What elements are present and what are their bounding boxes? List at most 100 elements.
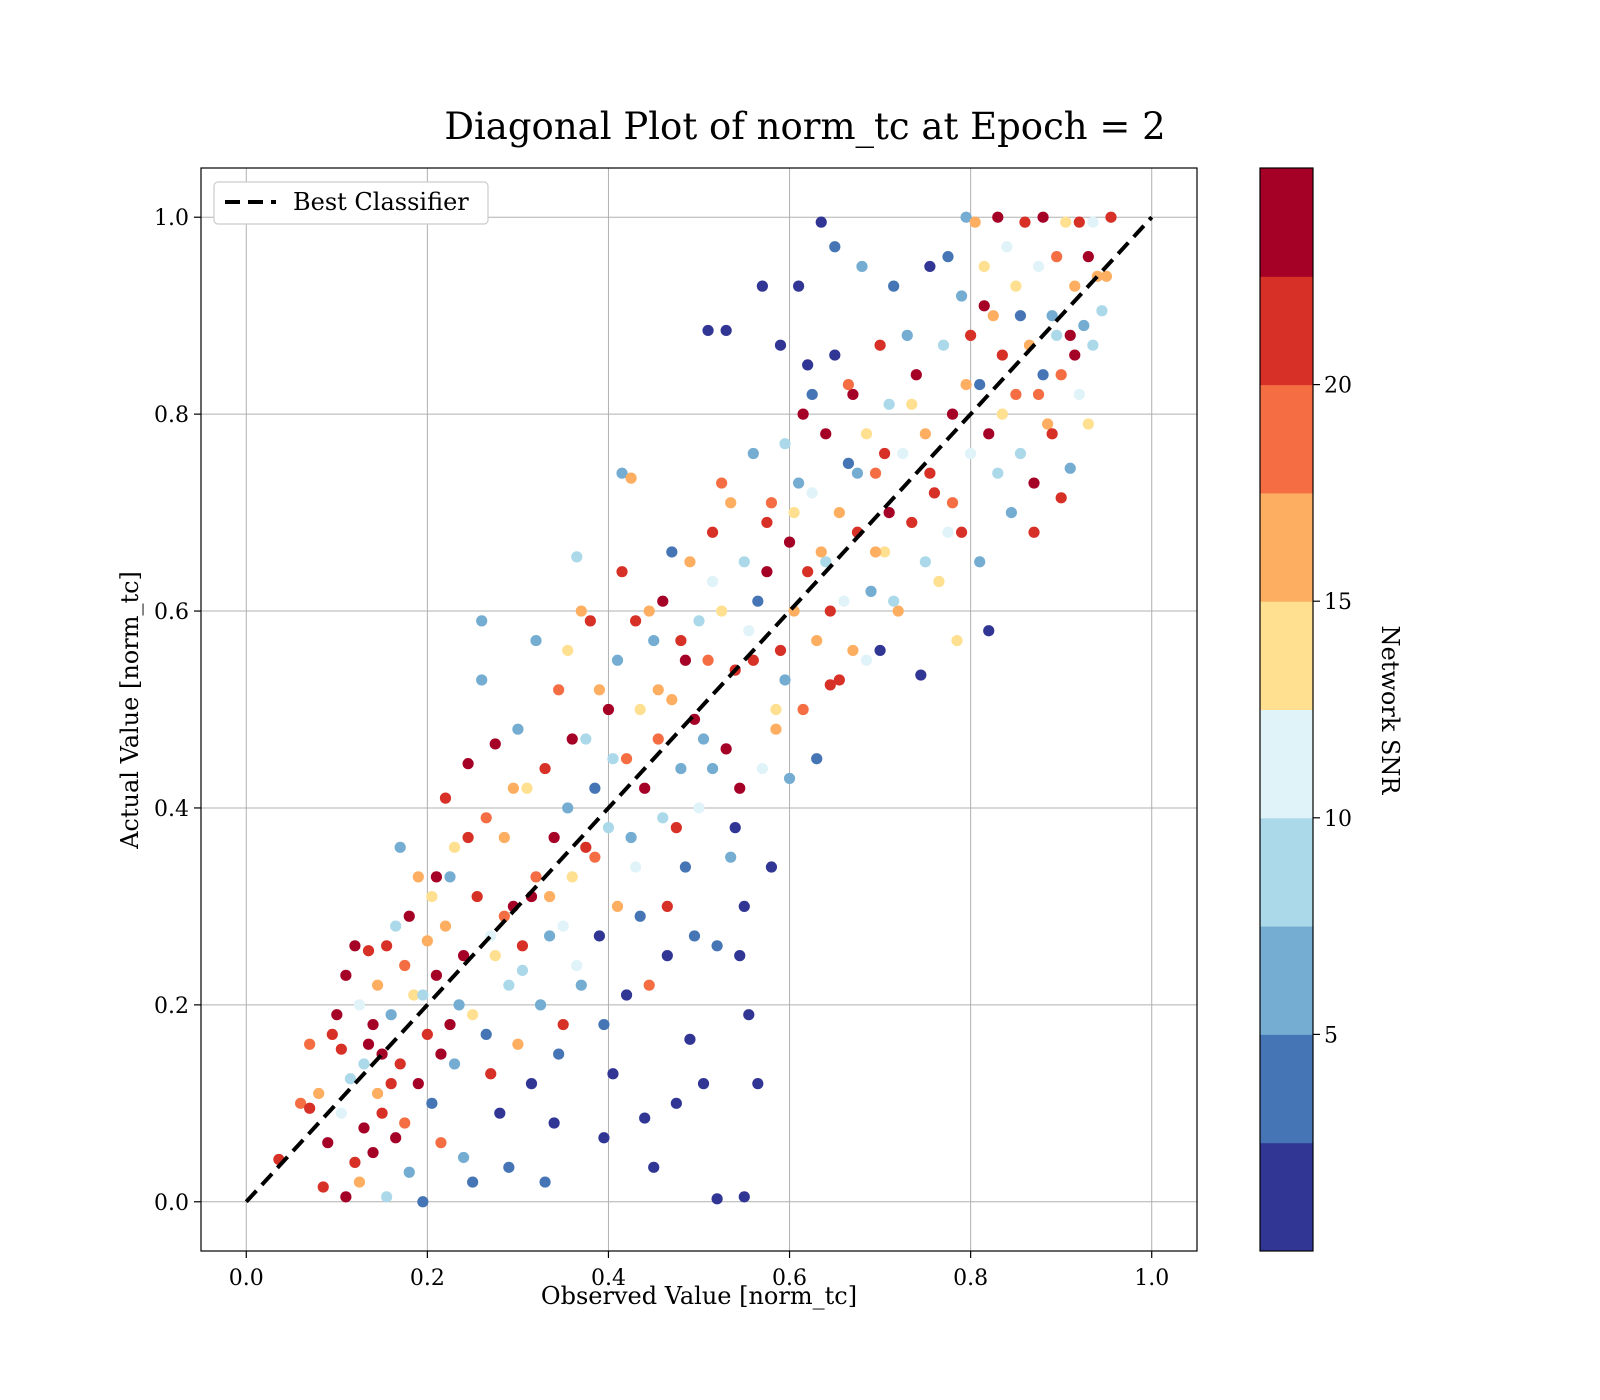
data-point	[412, 871, 424, 883]
data-point	[702, 654, 714, 666]
data-point	[534, 999, 547, 1011]
colorbar-tick-label: 20	[1324, 374, 1352, 399]
data-point	[869, 467, 882, 479]
colorbar-segment	[1260, 276, 1313, 386]
data-point	[670, 822, 682, 834]
data-point	[371, 979, 384, 991]
data-point	[1028, 477, 1040, 489]
data-point	[1082, 418, 1094, 430]
data-point	[779, 438, 791, 450]
data-point	[847, 388, 859, 401]
data-point	[883, 506, 895, 519]
data-point	[462, 831, 474, 844]
data-point	[390, 920, 402, 932]
data-point	[1051, 251, 1063, 263]
data-point	[480, 1028, 492, 1040]
data-point	[693, 802, 705, 814]
data-point	[634, 703, 646, 716]
data-point	[879, 447, 891, 460]
data-point	[770, 703, 782, 716]
colorbar-segment	[1260, 817, 1313, 927]
data-point	[702, 324, 714, 337]
data-point	[747, 654, 759, 666]
data-point	[992, 467, 1004, 479]
data-point	[729, 822, 741, 834]
data-point	[969, 216, 981, 228]
data-point	[430, 969, 443, 981]
data-point	[385, 1078, 397, 1090]
data-point	[313, 1087, 325, 1100]
data-point	[706, 575, 719, 588]
data-point	[575, 605, 587, 617]
data-point	[340, 1191, 352, 1203]
data-point	[666, 546, 678, 558]
data-point	[1055, 492, 1067, 504]
y-tick-label: 0.4	[154, 797, 189, 822]
data-point	[1069, 280, 1081, 292]
colorbar-segment	[1260, 384, 1313, 494]
data-point	[919, 428, 931, 440]
data-point	[620, 989, 633, 1001]
data-point	[919, 556, 931, 568]
data-point	[557, 1018, 569, 1031]
data-point	[390, 1132, 402, 1144]
data-point	[815, 546, 827, 558]
data-point	[847, 644, 859, 657]
axis-ticks: 0.0 0.2 0.4 0.6 0.8 1.0 0.0 0.2 0.4 0.6 0.8 1.0	[154, 206, 1169, 1291]
data-point	[435, 1048, 447, 1060]
data-point	[399, 1117, 411, 1129]
data-point	[630, 615, 642, 627]
colorbar-label: Network SNR	[1376, 626, 1404, 796]
colorbar-frame	[1259, 167, 1314, 1252]
data-point	[353, 1176, 366, 1188]
data-point	[955, 526, 968, 538]
data-point	[448, 1058, 461, 1070]
data-point	[752, 1078, 764, 1090]
data-point	[725, 851, 737, 863]
data-point	[516, 940, 529, 952]
data-point	[688, 930, 701, 942]
data-point	[381, 940, 393, 952]
data-point	[480, 812, 492, 824]
data-point	[675, 762, 687, 775]
data-point	[421, 935, 433, 947]
data-point	[362, 1038, 375, 1050]
data-point	[607, 1068, 619, 1080]
data-point	[589, 851, 601, 863]
data-point	[756, 280, 768, 292]
data-point	[471, 890, 483, 903]
data-point	[1032, 388, 1045, 401]
data-point	[797, 703, 809, 716]
data-point	[725, 497, 737, 509]
data-point	[295, 1097, 307, 1109]
data-point	[394, 1058, 406, 1070]
data-point	[679, 861, 692, 873]
data-point	[616, 566, 628, 578]
data-point	[525, 1078, 538, 1090]
colorbar-tick-label: 5	[1324, 1023, 1338, 1048]
data-point	[1060, 216, 1072, 228]
data-point	[965, 447, 977, 460]
data-point	[946, 497, 959, 509]
data-point	[367, 1018, 379, 1031]
x-tick-label: 0.4	[591, 1266, 626, 1291]
data-point	[743, 625, 755, 637]
data-point	[697, 733, 710, 745]
data-point	[851, 467, 864, 479]
data-point	[856, 260, 868, 273]
data-point	[978, 300, 990, 312]
data-point	[987, 310, 999, 322]
data-point	[874, 339, 886, 351]
data-point	[448, 841, 461, 853]
data-point	[1028, 526, 1040, 538]
data-point	[720, 324, 732, 337]
data-point	[1014, 310, 1027, 322]
data-point	[426, 1097, 438, 1109]
y-tick-label: 1.0	[154, 206, 189, 231]
data-point	[892, 605, 904, 617]
data-point	[539, 1176, 551, 1188]
data-point	[598, 1132, 610, 1144]
data-point	[684, 1033, 696, 1045]
data-point	[503, 1161, 515, 1173]
data-point	[779, 674, 791, 686]
